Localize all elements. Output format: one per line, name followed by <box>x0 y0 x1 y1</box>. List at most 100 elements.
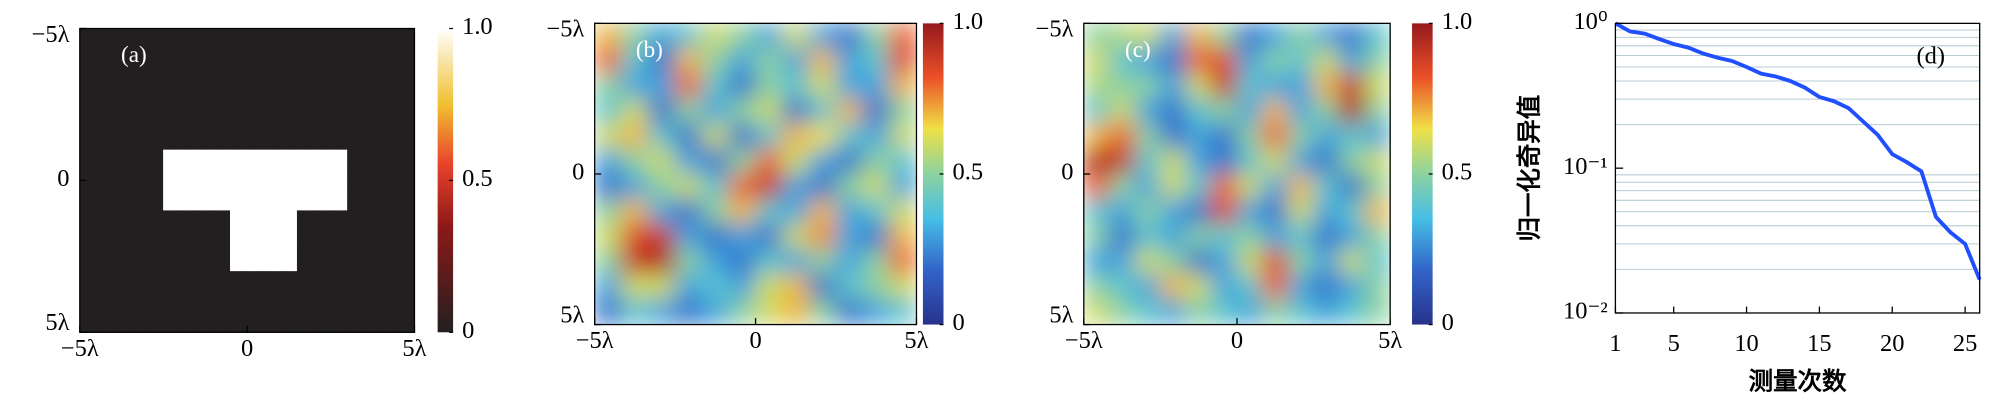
heatmap-cells <box>1083 22 1391 325</box>
heatmap-cell <box>330 210 348 227</box>
heatmap-cell <box>1134 148 1161 175</box>
heatmap-cell <box>280 58 298 75</box>
heatmap-cell <box>862 123 891 150</box>
heatmap-cell <box>1108 48 1136 74</box>
heatmap-cell <box>1262 299 1289 325</box>
y-tick-label: −5λ <box>32 21 70 48</box>
heatmap-cell <box>230 104 248 121</box>
heatmap-cell <box>196 104 215 121</box>
heatmap-cell <box>163 316 181 333</box>
heatmap-cell <box>296 134 315 151</box>
heatmap-cell <box>1108 198 1136 225</box>
heatmap-cell <box>835 48 864 74</box>
heatmap-cell <box>363 119 382 136</box>
heatmap-cell <box>280 286 298 303</box>
heatmap-cell <box>79 255 97 272</box>
x-tick-label: −5λ <box>61 335 99 362</box>
heatmap-cell <box>397 164 415 181</box>
heatmap-cell <box>621 248 649 275</box>
heatmap-cell <box>397 28 415 45</box>
heatmap-cell <box>330 286 348 303</box>
heatmap-cell <box>213 73 231 90</box>
heatmap-cell <box>1262 48 1289 74</box>
heatmap-cell <box>380 195 399 212</box>
heatmap-cell <box>1338 248 1366 275</box>
heatmap-cell <box>196 255 215 272</box>
heatmap-cell <box>263 164 281 181</box>
heatmap-cell <box>246 28 265 45</box>
heatmap-cell <box>808 223 837 250</box>
heatmap-cell <box>146 119 164 136</box>
x-tick-label: 10 <box>1734 330 1758 357</box>
heatmap-cell <box>1134 299 1161 325</box>
heatmap-cell <box>347 58 365 75</box>
heatmap-cell <box>213 240 231 257</box>
heatmap-cell <box>1364 123 1391 150</box>
x-tick-label: 1 <box>1609 330 1621 357</box>
heatmap-cell <box>1338 173 1366 200</box>
heatmap-cell <box>296 73 315 90</box>
heatmap-cell <box>397 271 415 288</box>
heatmap-cell <box>1083 148 1110 175</box>
heatmap-cell <box>621 223 649 250</box>
heatmap-cell <box>347 301 365 318</box>
heatmap-cell <box>621 273 649 300</box>
heatmap-cell <box>889 248 917 275</box>
heatmap-cell <box>701 98 730 125</box>
heatmap-cell <box>889 173 917 200</box>
heatmap-cell <box>1108 73 1136 100</box>
heatmap-cell <box>1160 173 1187 200</box>
heatmap-cell <box>347 28 365 45</box>
heatmap-cell <box>146 28 164 45</box>
panel-label: (b) <box>636 37 663 63</box>
heatmap-cell <box>213 28 231 45</box>
heatmap-cell <box>163 240 181 257</box>
heatmap-cell <box>146 164 164 181</box>
heatmap-cell <box>313 271 332 288</box>
heatmap-cell <box>196 134 215 151</box>
heatmap-cell <box>1236 73 1263 100</box>
heatmap-cell <box>1134 198 1161 225</box>
heatmap-cell <box>79 119 97 136</box>
heatmap-cell <box>96 43 114 60</box>
heatmap-cell <box>263 225 281 242</box>
heatmap-cell <box>1185 248 1212 275</box>
heatmap-cell <box>179 28 198 45</box>
heatmap-cell <box>728 223 756 250</box>
heatmap-cell <box>146 301 164 318</box>
heatmap-cell <box>213 149 231 166</box>
heatmap-cell <box>782 273 810 300</box>
heatmap-cell <box>1160 248 1187 275</box>
heatmap-cell <box>1364 173 1391 200</box>
heatmap-cell <box>246 301 265 318</box>
heatmap-cell <box>296 43 315 60</box>
heatmap-cell <box>230 225 248 242</box>
heatmap-cell <box>1134 48 1161 74</box>
heatmap-cell <box>96 286 114 303</box>
heatmap-cell <box>1160 73 1187 100</box>
heatmap-cell <box>246 240 265 257</box>
colorbar-tick-label: 0.5 <box>953 159 984 186</box>
heatmap-cell <box>96 88 114 105</box>
heatmap-cell <box>330 301 348 318</box>
heatmap-cell <box>728 48 756 74</box>
heatmap-cell <box>213 301 231 318</box>
heatmap-cell <box>1313 248 1340 275</box>
heatmap-cell <box>163 195 181 212</box>
heatmap-cell <box>213 104 231 121</box>
heatmap-cell <box>1262 73 1289 100</box>
heatmap-cell <box>96 28 114 45</box>
heatmap-cell <box>280 240 298 257</box>
heatmap-cell <box>647 273 676 300</box>
heatmap-cell <box>1211 48 1238 74</box>
heatmap-cell <box>1160 123 1187 150</box>
heatmap-cell <box>129 43 148 60</box>
heatmap-cell <box>280 225 298 242</box>
heatmap-cell <box>112 195 131 212</box>
panel-label: (c) <box>1125 37 1151 63</box>
heatmap-cell <box>112 43 131 60</box>
heatmap-cell <box>79 225 97 242</box>
heatmap-cell <box>862 223 891 250</box>
heatmap-cell <box>112 119 131 136</box>
heatmap-cell <box>835 248 864 275</box>
